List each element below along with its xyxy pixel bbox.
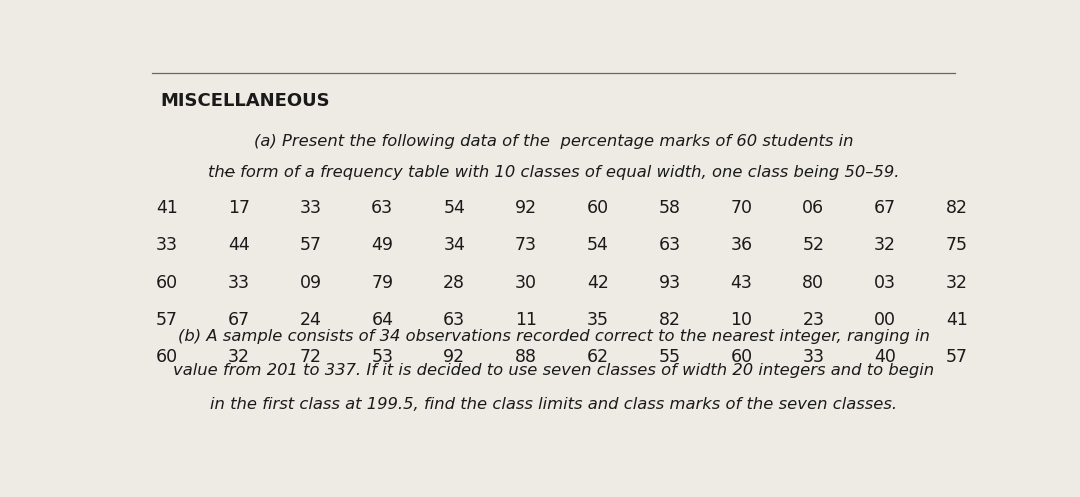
Text: 60: 60 (586, 199, 609, 217)
Text: 54: 54 (586, 237, 609, 254)
Text: 92: 92 (515, 199, 537, 217)
Text: 35: 35 (586, 311, 609, 329)
Text: 40: 40 (874, 348, 896, 366)
Text: MISCELLANEOUS: MISCELLANEOUS (160, 92, 329, 110)
Text: 60: 60 (730, 348, 753, 366)
Text: 60: 60 (156, 273, 178, 292)
Text: 75: 75 (946, 237, 968, 254)
Text: 67: 67 (874, 199, 896, 217)
Text: 63: 63 (443, 311, 465, 329)
Text: 79: 79 (372, 273, 393, 292)
Text: 32: 32 (874, 237, 896, 254)
Text: 60: 60 (156, 348, 178, 366)
Text: 00: 00 (874, 311, 896, 329)
Text: 11: 11 (515, 311, 537, 329)
Text: 32: 32 (228, 348, 249, 366)
Text: 58: 58 (659, 199, 680, 217)
Text: the̶ form of a frequency table with 10 classes of equal width, one class being 5: the̶ form of a frequency table with 10 c… (207, 165, 900, 180)
Text: 06: 06 (802, 199, 824, 217)
Text: 09: 09 (299, 273, 322, 292)
Text: 33: 33 (228, 273, 249, 292)
Text: 57: 57 (946, 348, 968, 366)
Text: 32: 32 (946, 273, 968, 292)
Text: 82: 82 (659, 311, 680, 329)
Text: 30: 30 (515, 273, 537, 292)
Text: in the first class at 199.5, find the class limits and class marks of the seven : in the first class at 199.5, find the cl… (210, 397, 897, 412)
Text: 63: 63 (659, 237, 680, 254)
Text: 88: 88 (515, 348, 537, 366)
Text: 24: 24 (299, 311, 322, 329)
Text: 67: 67 (228, 311, 249, 329)
Text: 57: 57 (156, 311, 178, 329)
Text: 17: 17 (228, 199, 249, 217)
Text: 42: 42 (586, 273, 609, 292)
Text: 41: 41 (156, 199, 178, 217)
Text: 57: 57 (299, 237, 322, 254)
Text: 52: 52 (802, 237, 824, 254)
Text: 72: 72 (299, 348, 322, 366)
Text: 55: 55 (659, 348, 680, 366)
Text: 36: 36 (730, 237, 753, 254)
Text: 63: 63 (372, 199, 393, 217)
Text: 73: 73 (515, 237, 537, 254)
Text: 33: 33 (299, 199, 322, 217)
Text: 64: 64 (372, 311, 393, 329)
Text: 62: 62 (586, 348, 609, 366)
Text: 10: 10 (730, 311, 753, 329)
Text: 53: 53 (372, 348, 393, 366)
Text: 28: 28 (443, 273, 465, 292)
Text: 33: 33 (156, 237, 178, 254)
Text: 54: 54 (443, 199, 465, 217)
Text: 44: 44 (228, 237, 249, 254)
Text: 80: 80 (802, 273, 824, 292)
Text: 43: 43 (730, 273, 753, 292)
Text: 34: 34 (443, 237, 465, 254)
Text: 49: 49 (372, 237, 393, 254)
Text: value from 201 to 337. If it is decided to use seven classes of width 20 integer: value from 201 to 337. If it is decided … (173, 363, 934, 378)
Text: 03: 03 (874, 273, 896, 292)
Text: 33: 33 (802, 348, 824, 366)
Text: 70: 70 (730, 199, 753, 217)
Text: 93: 93 (659, 273, 680, 292)
Text: 92: 92 (443, 348, 465, 366)
Text: (b) A sample consists of 34 observations recorded correct to the nearest integer: (b) A sample consists of 34 observations… (177, 330, 930, 344)
Text: 41: 41 (946, 311, 968, 329)
Text: 82: 82 (946, 199, 968, 217)
Text: (a) Present the following data of the  percentage marks of 60 students in: (a) Present the following data of the pe… (254, 134, 853, 149)
Text: 23: 23 (802, 311, 824, 329)
